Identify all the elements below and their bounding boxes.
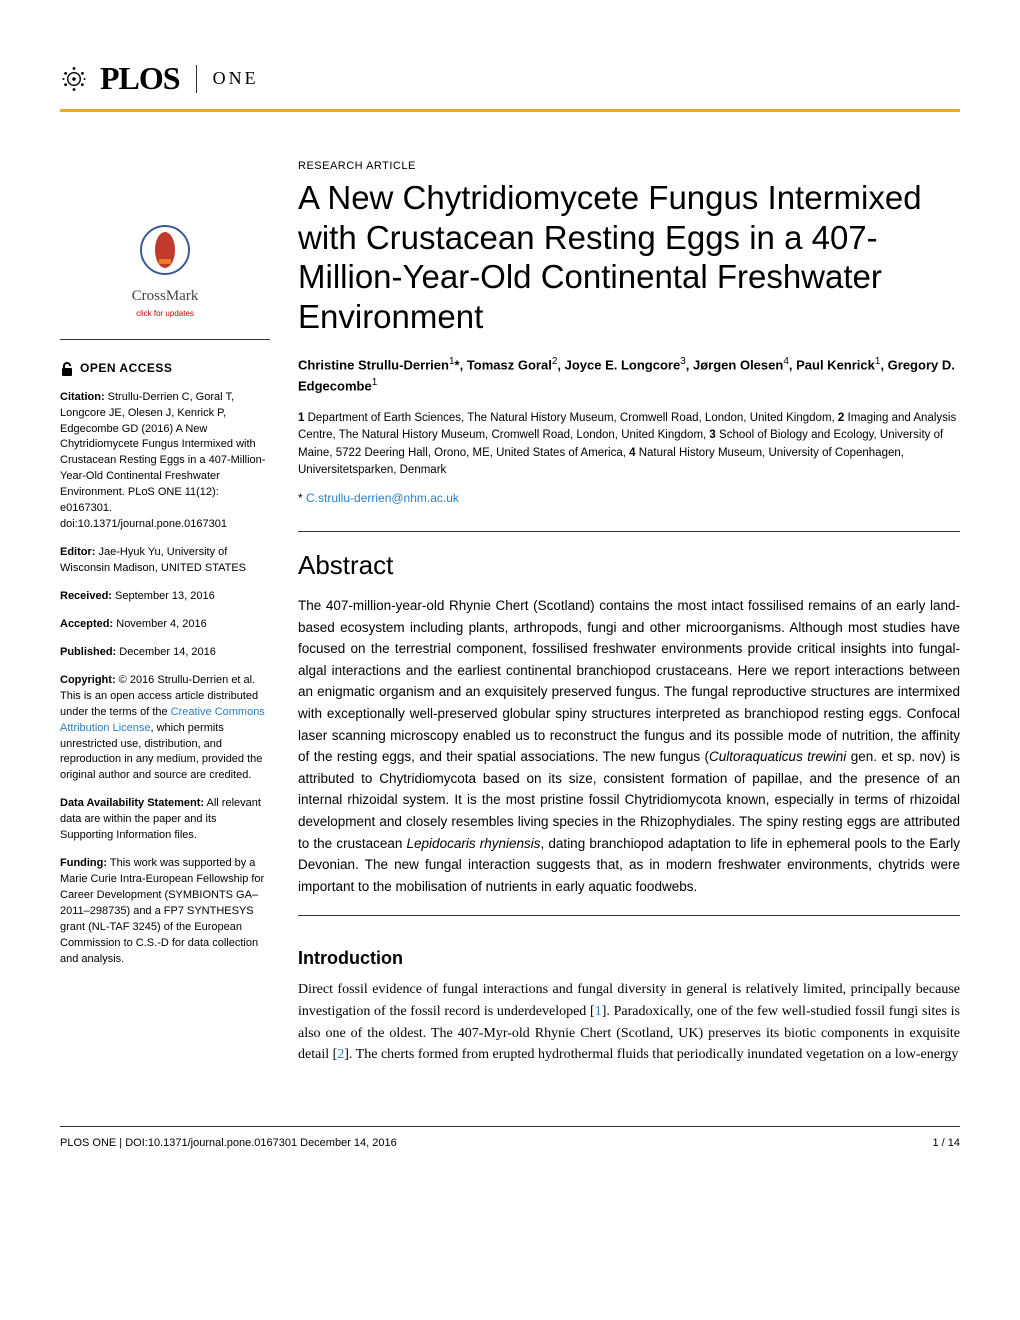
page-footer: PLOS ONE | DOI:10.1371/journal.pone.0167… xyxy=(60,1126,960,1149)
open-lock-icon xyxy=(60,361,74,377)
main-column: RESEARCH ARTICLE A New Chytridiomycete F… xyxy=(298,160,960,1066)
article-type: RESEARCH ARTICLE xyxy=(298,160,960,172)
journal-header: PLOS ONE xyxy=(60,60,960,97)
brand-divider xyxy=(196,65,197,93)
accepted-label: Accepted: xyxy=(60,618,113,630)
open-access-label: OPEN ACCESS xyxy=(80,360,172,377)
crossmark-label: CrossMark xyxy=(60,286,270,308)
affiliations: 1 Department of Earth Sciences, The Natu… xyxy=(298,410,960,479)
correspondence-prefix: * xyxy=(298,491,306,505)
copyright-label: Copyright: xyxy=(60,674,116,686)
open-access-badge: OPEN ACCESS xyxy=(60,360,270,377)
brand-one: ONE xyxy=(213,68,259,89)
abstract-text: The 407-million-year-old Rhynie Chert (S… xyxy=(298,595,960,897)
article-title: A New Chytridiomycete Fungus Intermixed … xyxy=(298,178,960,336)
plos-icon xyxy=(60,65,88,93)
abstract-heading: Abstract xyxy=(298,550,960,581)
footer-right: 1 / 14 xyxy=(932,1137,960,1149)
footer-left: PLOS ONE | DOI:10.1371/journal.pone.0167… xyxy=(60,1137,397,1149)
accepted-block: Accepted: November 4, 2016 xyxy=(60,617,270,633)
data-label: Data Availability Statement: xyxy=(60,797,204,809)
citation-block: Citation: Strullu-Derrien C, Goral T, Lo… xyxy=(60,390,270,533)
abstract-rule-bottom xyxy=(298,915,960,916)
crossmark-subtitle: click for updates xyxy=(60,308,270,320)
author-list: Christine Strullu-Derrien1*, Tomasz Gora… xyxy=(298,354,960,396)
crossmark-icon xyxy=(139,224,191,276)
sidebar-rule xyxy=(60,339,270,340)
correspondence: * C.strullu-derrien@nhm.ac.uk xyxy=(298,491,960,505)
abstract-rule-top xyxy=(298,531,960,532)
received-label: Received: xyxy=(60,590,112,602)
accepted-text: November 4, 2016 xyxy=(113,618,207,630)
introduction-text: Direct fossil evidence of fungal interac… xyxy=(298,979,960,1066)
received-text: September 13, 2016 xyxy=(112,590,215,602)
published-text: December 14, 2016 xyxy=(116,646,216,658)
correspondence-email-link[interactable]: C.strullu-derrien@nhm.ac.uk xyxy=(306,491,459,505)
citation-text: Strullu-Derrien C, Goral T, Longcore JE,… xyxy=(60,391,265,531)
published-block: Published: December 14, 2016 xyxy=(60,645,270,661)
editor-label: Editor: xyxy=(60,546,95,558)
received-block: Received: September 13, 2016 xyxy=(60,589,270,605)
citation-label: Citation: xyxy=(60,391,105,403)
funding-block: Funding: This work was supported by a Ma… xyxy=(60,856,270,968)
published-label: Published: xyxy=(60,646,116,658)
crossmark-badge[interactable]: CrossMark click for updates xyxy=(60,224,270,319)
funding-text: This work was supported by a Marie Curie… xyxy=(60,857,264,965)
sidebar: CrossMark click for updates OPEN ACCESS … xyxy=(60,160,270,1066)
brand-plos: PLOS xyxy=(100,60,180,97)
data-availability-block: Data Availability Statement: All relevan… xyxy=(60,796,270,844)
funding-label: Funding: xyxy=(60,857,107,869)
editor-block: Editor: Jae-Hyuk Yu, University of Wisco… xyxy=(60,545,270,577)
introduction-heading: Introduction xyxy=(298,948,960,969)
copyright-block: Copyright: © 2016 Strullu-Derrien et al.… xyxy=(60,673,270,785)
header-rule xyxy=(60,109,960,112)
